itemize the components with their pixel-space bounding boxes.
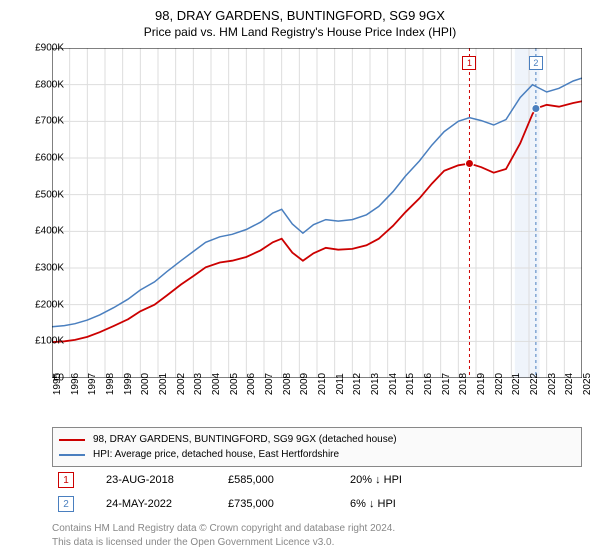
sale-delta: 20% ↓ HPI bbox=[350, 474, 440, 486]
chart-container: 98, DRAY GARDENS, BUNTINGFORD, SG9 9GX P… bbox=[0, 0, 600, 560]
legend-item-property: 98, DRAY GARDENS, BUNTINGFORD, SG9 9GX (… bbox=[59, 432, 575, 447]
x-tick-label: 2005 bbox=[229, 373, 240, 395]
y-tick-label: £300K bbox=[35, 263, 64, 274]
x-tick-label: 2018 bbox=[458, 373, 469, 395]
x-tick-label: 2021 bbox=[511, 373, 522, 395]
table-row: 1 23-AUG-2018 £585,000 20% ↓ HPI bbox=[52, 468, 582, 492]
legend-label: 98, DRAY GARDENS, BUNTINGFORD, SG9 9GX (… bbox=[93, 432, 397, 447]
y-tick-label: £200K bbox=[35, 299, 64, 310]
x-tick-label: 2016 bbox=[423, 373, 434, 395]
x-tick-label: 2004 bbox=[211, 373, 222, 395]
sales-table: 1 23-AUG-2018 £585,000 20% ↓ HPI 2 24-MA… bbox=[52, 468, 582, 516]
chart-sale-marker-badge: 1 bbox=[462, 56, 476, 70]
x-tick-label: 2007 bbox=[264, 373, 275, 395]
footer-line: This data is licensed under the Open Gov… bbox=[52, 536, 582, 550]
x-tick-label: 1997 bbox=[87, 373, 98, 395]
legend: 98, DRAY GARDENS, BUNTINGFORD, SG9 9GX (… bbox=[52, 427, 582, 467]
x-tick-label: 2019 bbox=[476, 373, 487, 395]
legend-swatch bbox=[59, 454, 85, 456]
chart-title: 98, DRAY GARDENS, BUNTINGFORD, SG9 9GX bbox=[0, 0, 600, 23]
y-tick-label: £900K bbox=[35, 43, 64, 54]
x-tick-label: 2011 bbox=[335, 373, 346, 395]
x-tick-label: 2014 bbox=[388, 373, 399, 395]
x-tick-label: 2020 bbox=[494, 373, 505, 395]
legend-item-hpi: HPI: Average price, detached house, East… bbox=[59, 447, 575, 462]
sale-date: 24-MAY-2022 bbox=[106, 498, 196, 510]
x-tick-label: 1995 bbox=[52, 373, 63, 395]
x-tick-label: 2001 bbox=[158, 373, 169, 395]
x-tick-label: 2022 bbox=[529, 373, 540, 395]
x-tick-label: 1998 bbox=[105, 373, 116, 395]
sale-date: 23-AUG-2018 bbox=[106, 474, 196, 486]
x-tick-label: 2002 bbox=[176, 373, 187, 395]
x-tick-label: 2010 bbox=[317, 373, 328, 395]
chart-subtitle: Price paid vs. HM Land Registry's House … bbox=[0, 23, 600, 45]
x-tick-label: 2017 bbox=[441, 373, 452, 395]
x-tick-label: 2012 bbox=[352, 373, 363, 395]
footer-line: Contains HM Land Registry data © Crown c… bbox=[52, 522, 582, 536]
y-tick-label: £800K bbox=[35, 79, 64, 90]
footer-attribution: Contains HM Land Registry data © Crown c… bbox=[52, 522, 582, 549]
y-tick-label: £600K bbox=[35, 153, 64, 164]
x-tick-label: 1999 bbox=[123, 373, 134, 395]
sale-marker-badge: 1 bbox=[58, 472, 74, 488]
x-tick-label: 2023 bbox=[547, 373, 558, 395]
sale-price: £735,000 bbox=[228, 498, 318, 510]
x-tick-label: 2003 bbox=[193, 373, 204, 395]
x-tick-label: 2006 bbox=[246, 373, 257, 395]
sale-price: £585,000 bbox=[228, 474, 318, 486]
x-tick-label: 2024 bbox=[564, 373, 575, 395]
x-tick-label: 2025 bbox=[582, 373, 593, 395]
y-tick-label: £400K bbox=[35, 226, 64, 237]
y-tick-label: £100K bbox=[35, 336, 64, 347]
x-tick-label: 1996 bbox=[70, 373, 81, 395]
table-row: 2 24-MAY-2022 £735,000 6% ↓ HPI bbox=[52, 492, 582, 516]
sale-marker-badge: 2 bbox=[58, 496, 74, 512]
chart-area: 12 bbox=[52, 48, 582, 378]
y-tick-label: £500K bbox=[35, 189, 64, 200]
sale-delta: 6% ↓ HPI bbox=[350, 498, 440, 510]
chart-sale-marker-badge: 2 bbox=[529, 56, 543, 70]
x-tick-label: 2013 bbox=[370, 373, 381, 395]
legend-label: HPI: Average price, detached house, East… bbox=[93, 447, 339, 462]
x-tick-label: 2008 bbox=[282, 373, 293, 395]
x-tick-label: 2000 bbox=[140, 373, 151, 395]
line-chart-svg bbox=[52, 48, 582, 378]
legend-swatch bbox=[59, 439, 85, 441]
y-tick-label: £700K bbox=[35, 116, 64, 127]
x-tick-label: 2009 bbox=[299, 373, 310, 395]
x-tick-label: 2015 bbox=[405, 373, 416, 395]
